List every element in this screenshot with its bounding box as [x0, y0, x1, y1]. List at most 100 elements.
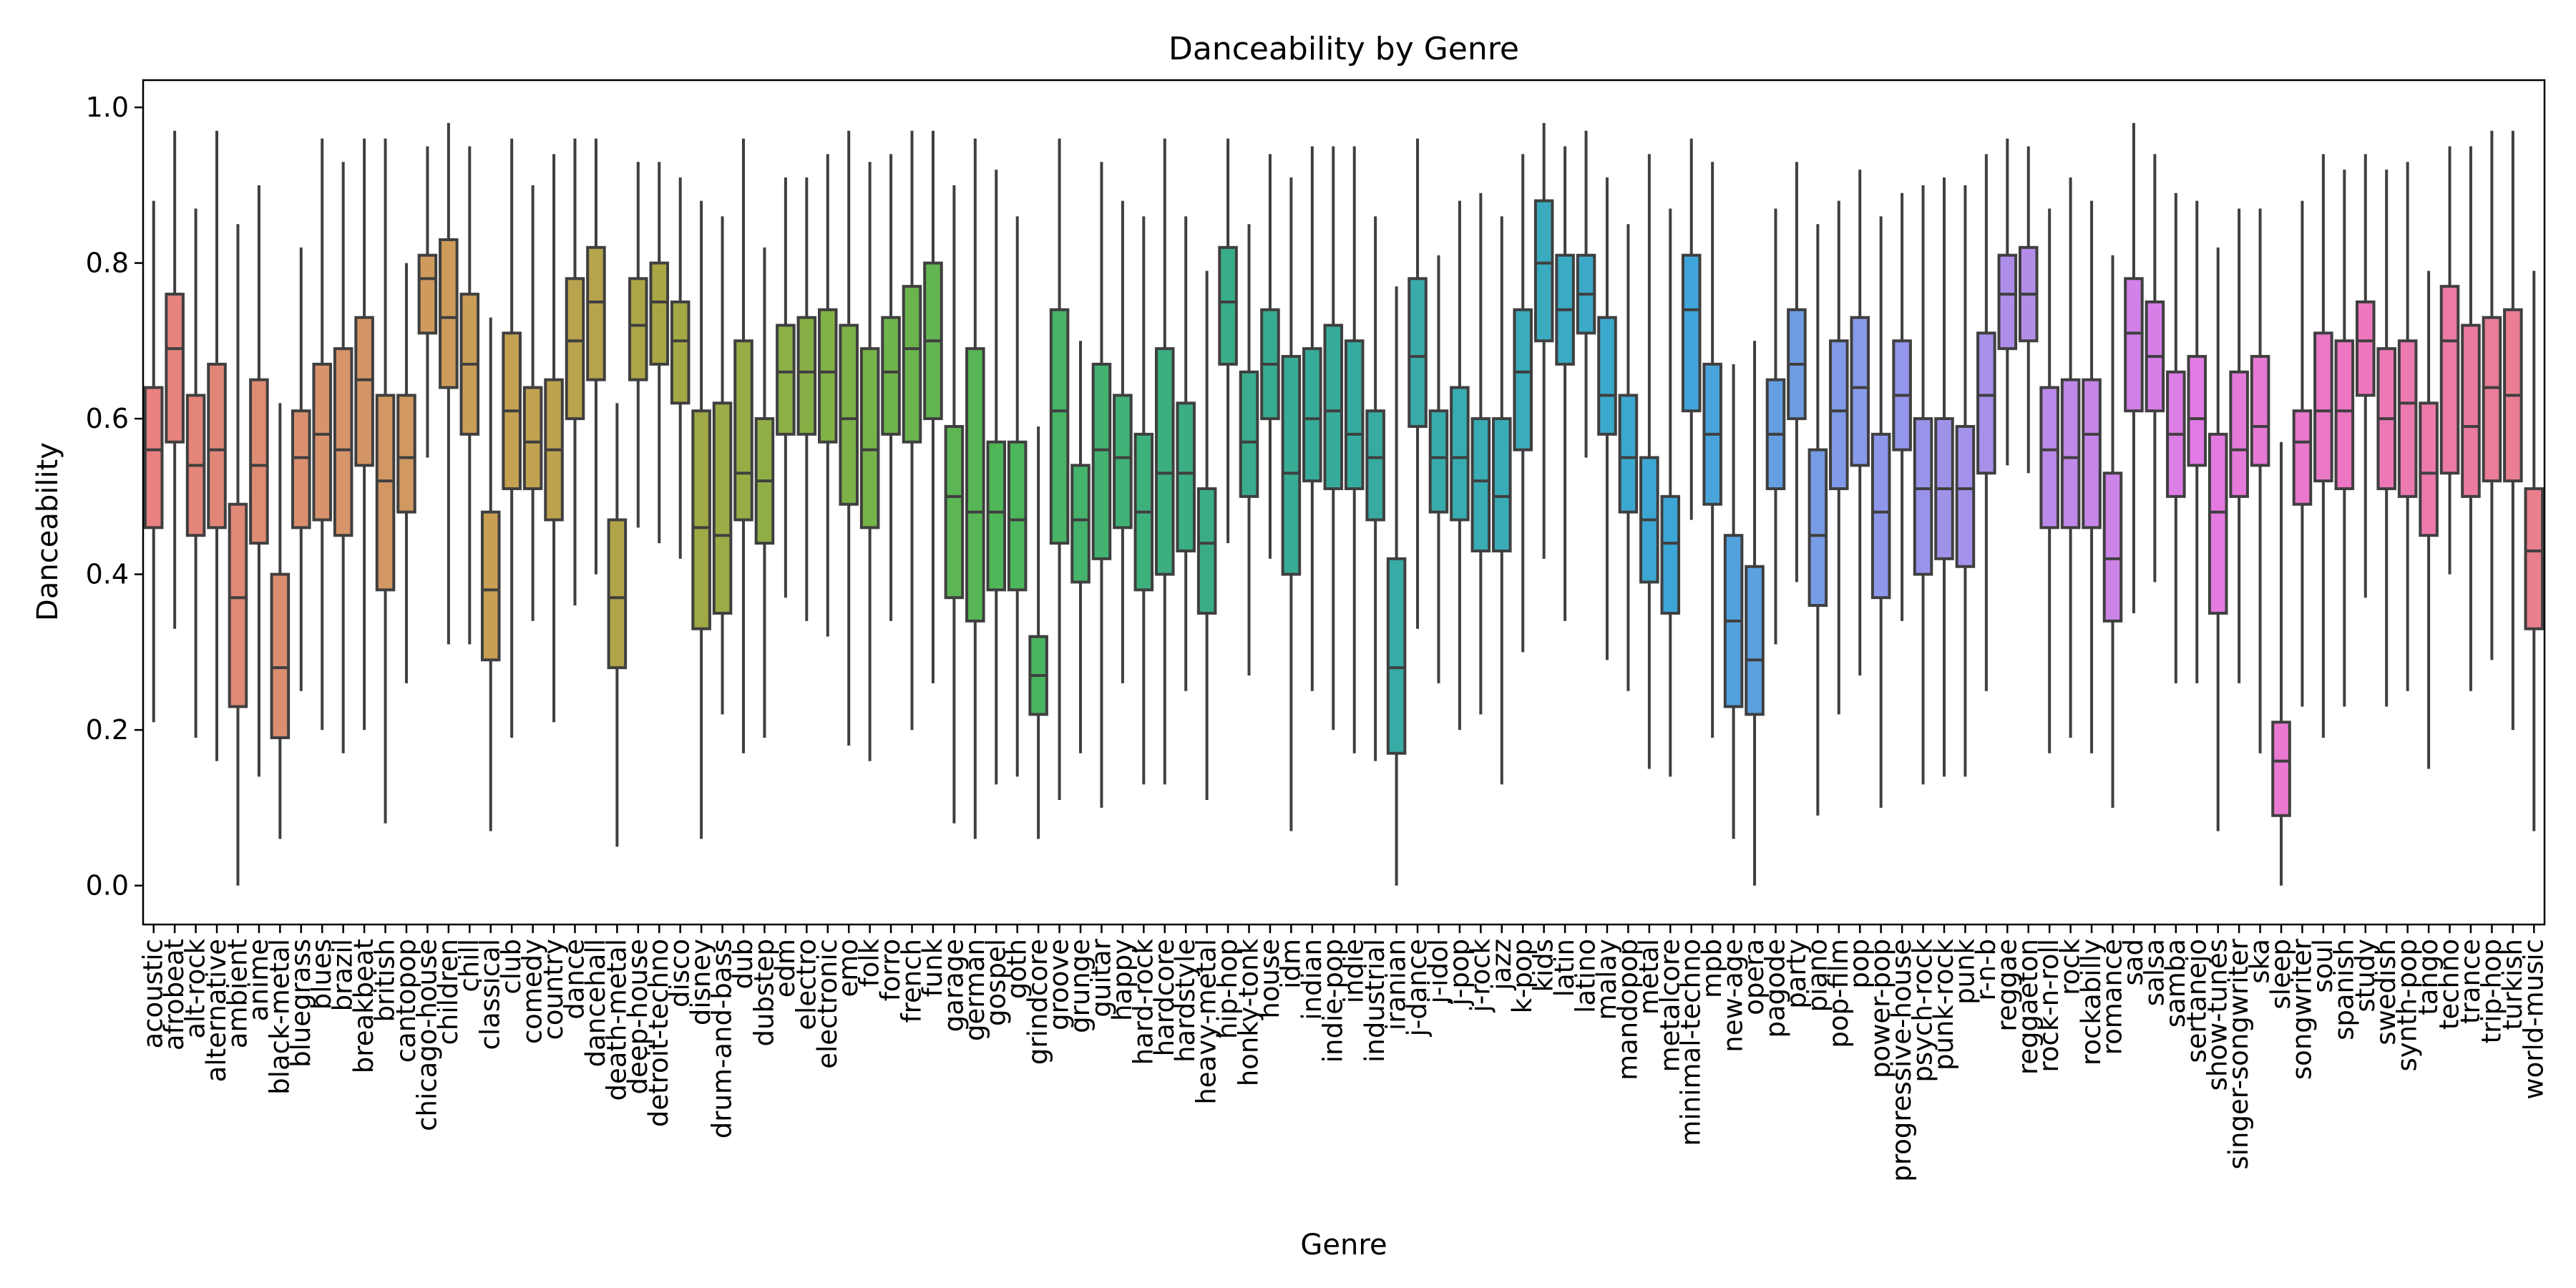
- x-tick-label: house: [1254, 939, 1285, 1019]
- x-tick-label: garage: [938, 939, 969, 1032]
- box-garage: [944, 185, 965, 824]
- x-tick-label: electronic: [812, 939, 843, 1069]
- x-tick-label: rockabilly: [2076, 939, 2107, 1065]
- box-series: [143, 122, 2545, 886]
- box-romance: [2102, 255, 2123, 808]
- x-tick-label: ska: [2245, 939, 2275, 984]
- x-tick-label: piano: [1802, 939, 1833, 1013]
- x-tick-label: gospel: [980, 939, 1011, 1026]
- iqr-box: [1533, 199, 1554, 343]
- iqr-box: [2292, 409, 2313, 506]
- iqr-box: [1513, 308, 1533, 452]
- box-children: [439, 122, 459, 645]
- x-tick-label: punk: [1949, 938, 1980, 1004]
- box-alternative: [207, 130, 227, 761]
- iqr-box: [2060, 378, 2081, 530]
- x-tick-label: blues: [306, 939, 337, 1010]
- box-mandopop: [1618, 224, 1639, 691]
- iqr-box: [2250, 355, 2270, 467]
- iqr-box: [628, 277, 648, 381]
- x-tick-label: alternative: [201, 939, 232, 1082]
- box-k-pop: [1513, 154, 1533, 653]
- box-sad: [2124, 122, 2144, 613]
- iqr-box: [1407, 277, 1428, 428]
- x-tick-label: french: [897, 939, 927, 1023]
- box-rock-n-roll: [2039, 208, 2059, 753]
- box-country: [544, 154, 564, 723]
- box-trip-hop: [2482, 130, 2502, 660]
- x-tick-label: reggae: [1991, 939, 2022, 1032]
- x-tick-label: tango: [2413, 939, 2444, 1015]
- box-salsa: [2145, 154, 2165, 582]
- box-comedy: [522, 185, 543, 621]
- iqr-box: [1302, 347, 1322, 483]
- x-tick-label: progressive-house: [1886, 939, 1917, 1182]
- box-indian: [1302, 146, 1322, 691]
- y-tick-label: 1.0: [86, 92, 129, 123]
- x-tick-label: dance: [559, 939, 590, 1020]
- box-brazil: [333, 162, 353, 753]
- iqr-box: [1113, 394, 1133, 530]
- iqr-box: [817, 308, 838, 444]
- box-electro: [796, 177, 817, 621]
- box-idm: [1281, 177, 1302, 831]
- box-j-idol: [1428, 255, 1449, 683]
- iqr-box: [859, 347, 880, 530]
- iqr-box: [796, 316, 817, 436]
- box-cantopop: [396, 263, 416, 683]
- box-hard-rock: [1133, 216, 1154, 785]
- x-tick-label: chicago-house: [411, 939, 442, 1131]
- x-tick-label: honky-tonk: [1234, 938, 1264, 1086]
- x-tick-label: mandopop: [1612, 939, 1643, 1080]
- x-tick-label: kids: [1528, 939, 1559, 992]
- iqr-box: [944, 424, 965, 600]
- x-tick-label: romance: [2097, 939, 2128, 1055]
- x-tick-label: industrial: [1360, 939, 1390, 1063]
- box-gospel: [986, 170, 1007, 785]
- box-classical: [480, 317, 501, 831]
- x-tick-label: turkish: [2497, 939, 2528, 1030]
- x-tick-label: latin: [1549, 939, 1580, 997]
- x-tick-label: pop: [1844, 939, 1875, 989]
- iqr-box: [607, 518, 628, 670]
- box-grunge: [1070, 341, 1091, 753]
- x-tick-label: malay: [1591, 939, 1622, 1020]
- x-tick-label: disney: [686, 939, 716, 1025]
- iqr-box: [881, 316, 901, 436]
- plot-frame: [142, 79, 2546, 926]
- box-singer-songwriter: [2229, 208, 2249, 683]
- x-tick-label: singer-songwriter: [2223, 938, 2254, 1169]
- box-goth: [1007, 216, 1028, 777]
- x-tick-label: j-pop: [1444, 939, 1475, 1006]
- box-hardstyle: [1176, 216, 1196, 691]
- iqr-box: [902, 285, 922, 444]
- x-tick-label: hardcore: [1149, 939, 1180, 1056]
- x-tick-label: indie-pop: [1317, 939, 1348, 1063]
- x-tick-label: swedish: [2371, 939, 2401, 1045]
- iqr-box: [439, 238, 459, 389]
- iqr-box: [2313, 331, 2333, 483]
- x-tick-label: country: [538, 939, 569, 1040]
- box-alt-rock: [185, 208, 206, 738]
- iqr-box: [965, 347, 985, 623]
- iqr-box: [776, 323, 796, 436]
- x-tick-label: pagode: [1760, 939, 1790, 1038]
- iqr-box: [1870, 432, 1891, 600]
- box-forro: [881, 154, 901, 621]
- iqr-box: [2187, 355, 2207, 467]
- box-techno: [2439, 146, 2460, 575]
- x-tick-label: trip-hop: [2476, 939, 2507, 1043]
- x-tick-label: death-metal: [601, 939, 632, 1101]
- iqr-box: [2419, 401, 2439, 537]
- iqr-box: [1365, 409, 1385, 522]
- x-tick-label: mpb: [1697, 939, 1727, 998]
- x-tick-label: power-pop: [1865, 939, 1896, 1078]
- box-black-metal: [270, 403, 291, 839]
- iqr-box: [1660, 494, 1681, 615]
- box-house: [1260, 154, 1280, 559]
- iqr-box: [354, 316, 374, 467]
- x-tick-label: new-age: [1718, 939, 1749, 1053]
- box-reggae: [1997, 138, 2018, 466]
- x-tick-label: club: [496, 939, 527, 995]
- chart-title: Danceability by Genre: [1169, 31, 1519, 67]
